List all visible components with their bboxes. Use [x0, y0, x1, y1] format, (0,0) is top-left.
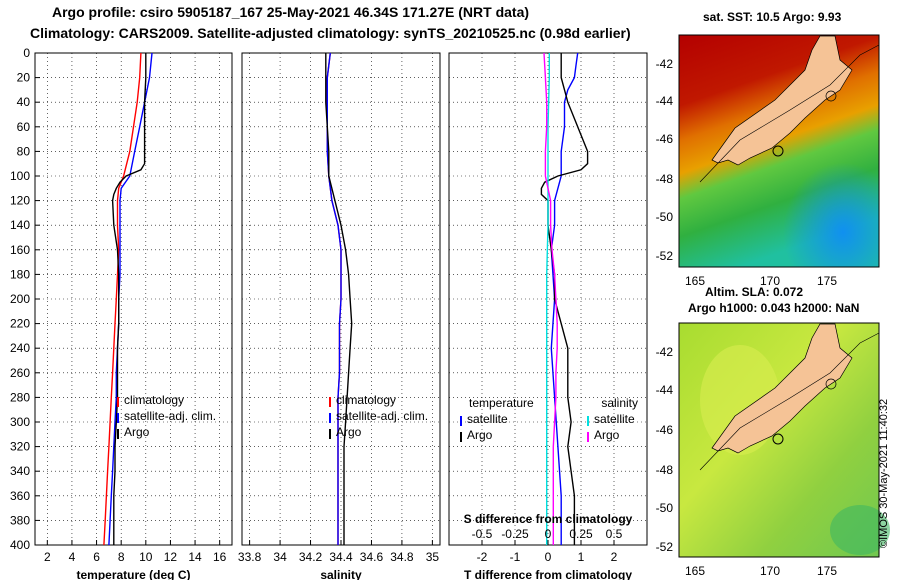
- x-tick-label: 34.2: [299, 550, 323, 564]
- x-axis-label: T difference from climatology: [464, 568, 632, 580]
- legend-label: climatology: [124, 393, 184, 407]
- series-line-argo: [111, 53, 147, 545]
- x-tick-label: 2: [44, 550, 51, 564]
- s-axis-label: S difference from climatology: [464, 512, 633, 526]
- y-tick-label: 380: [10, 513, 30, 527]
- y-tick-label: 0: [23, 46, 30, 60]
- x-tick-label: 34: [273, 550, 287, 564]
- legend-label: Argo: [467, 428, 493, 442]
- y-tick-label: 400: [10, 538, 30, 552]
- y-tick-label: 40: [17, 95, 31, 109]
- s-tick-label: 0.25: [569, 527, 593, 541]
- y-tick-label: 100: [10, 169, 30, 183]
- x-tick-label: 34.8: [390, 550, 414, 564]
- y-tick-label: 60: [17, 120, 31, 134]
- x-tick-label: 8: [118, 550, 125, 564]
- chart-title-line1: Argo profile: csiro 5905187_167 25-May-2…: [52, 4, 530, 20]
- y-tick-label: 240: [10, 341, 30, 355]
- x-tick-label: -1: [510, 550, 521, 564]
- y-tick-label: 300: [10, 415, 30, 429]
- x-tick-label: -2: [477, 550, 488, 564]
- sst-map-title: sat. SST: 10.5 Argo: 9.93: [703, 10, 842, 24]
- y-tick-label: 340: [10, 464, 30, 478]
- x-axis-label: salinity: [320, 568, 362, 580]
- s-tick-label: -0.5: [472, 527, 493, 541]
- x-tick-label: 6: [93, 550, 100, 564]
- x-tick-label: 10: [139, 550, 153, 564]
- legend-title-salinity: salinity: [601, 396, 638, 410]
- x-tick-label: 35: [426, 550, 440, 564]
- legend-label: satellite-adj. clim.: [336, 409, 428, 423]
- chart-title-line2: Climatology: CARS2009. Satellite-adjuste…: [30, 25, 631, 41]
- x-tick-label: 14: [188, 550, 202, 564]
- legend-label: satellite: [594, 412, 635, 426]
- y-tick-label: 140: [10, 218, 30, 232]
- series-line-s-satellite: [546, 53, 550, 545]
- sla-map-title: Altim. SLA: 0.072: [705, 285, 804, 299]
- legend-label: satellite: [467, 412, 508, 426]
- sla-map-subtitle: Argo h1000: 0.043 h2000: NaN: [688, 301, 860, 315]
- legend-label: climatology: [336, 393, 396, 407]
- legend-label: Argo: [336, 425, 362, 439]
- s-tick-label: 0: [545, 527, 552, 541]
- s-tick-label: -0.25: [501, 527, 529, 541]
- legend-label: satellite-adj. clim.: [124, 409, 216, 423]
- series-line-t-argo: [540, 53, 589, 545]
- x-axis-label: temperature (deg C): [76, 568, 190, 580]
- x-tick-label: 33.8: [238, 550, 262, 564]
- y-tick-label: 20: [17, 71, 31, 85]
- x-tick-label: 16: [213, 550, 227, 564]
- x-tick-label: 2: [611, 550, 618, 564]
- y-tick-label: 260: [10, 366, 30, 380]
- y-tick-label: 80: [17, 144, 31, 158]
- y-tick-label: 160: [10, 243, 30, 257]
- y-tick-label: 360: [10, 489, 30, 503]
- x-tick-label: 4: [69, 550, 76, 564]
- x-tick-label: 34.4: [329, 550, 353, 564]
- y-tick-label: 120: [10, 194, 30, 208]
- y-tick-label: 280: [10, 390, 30, 404]
- s-tick-label: 0.5: [606, 527, 623, 541]
- legend-title-temperature: temperature: [469, 396, 534, 410]
- legend-label: Argo: [124, 425, 150, 439]
- x-tick-label: 12: [164, 550, 178, 564]
- x-tick-label: 0: [545, 550, 552, 564]
- series-line-climatology: [103, 52, 142, 546]
- y-tick-label: 320: [10, 440, 30, 454]
- x-tick-label: 1: [578, 550, 585, 564]
- y-tick-label: 220: [10, 317, 30, 331]
- x-tick-label: 34.6: [360, 550, 384, 564]
- credit-text: ©IMOS 30-May-2021 11:40:32: [878, 398, 890, 548]
- y-tick-label: 200: [10, 292, 30, 306]
- legend-label: Argo: [594, 428, 620, 442]
- y-tick-label: 180: [10, 267, 30, 281]
- series-line-argo: [325, 53, 353, 545]
- series-line-s-argo: [543, 52, 558, 545]
